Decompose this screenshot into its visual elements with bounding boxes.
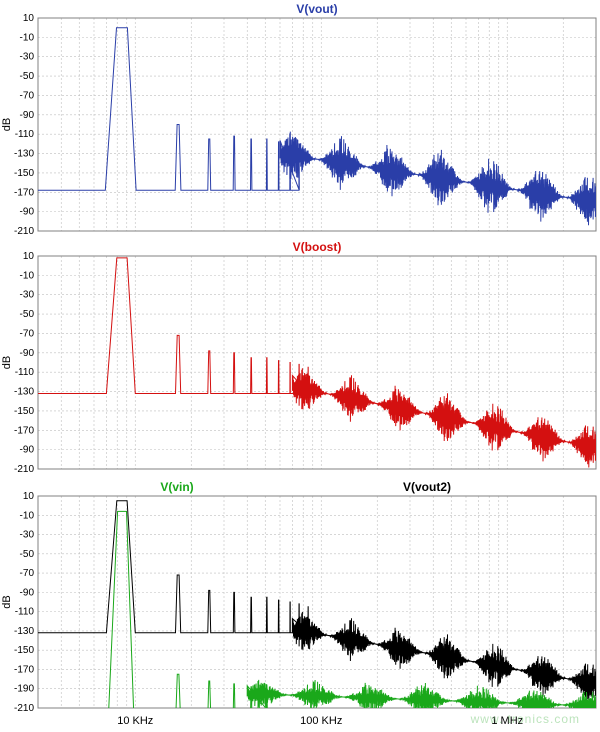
panel-vin: 10 -10 -30 -50 -70 -90 -110 -130 -150 -170 -190 -21… xyxy=(0,478,600,730)
y-tick-label: 10 xyxy=(23,251,35,262)
plot-vin: 10 -10 -30 -50 -70 -90 -110 -130 -150 -170 -190 -21… xyxy=(0,478,600,730)
y-tick-label: -30 xyxy=(20,530,35,541)
y-tick-label: -10 xyxy=(20,510,35,521)
y-tick-label: -50 xyxy=(20,549,35,560)
y-tick-label: -210 xyxy=(14,464,34,473)
y-tick-label: -210 xyxy=(14,703,34,714)
y-tick-label: -70 xyxy=(20,328,35,339)
y-tick-label: -30 xyxy=(20,290,35,301)
y-tick-label: -10 xyxy=(20,270,35,281)
series-vin xyxy=(38,511,596,720)
y-tick-label: -150 xyxy=(14,168,34,179)
y-tick-label: 10 xyxy=(23,491,35,502)
y-tick-label: -70 xyxy=(20,568,35,579)
y-tick-label: -150 xyxy=(14,645,34,656)
y-tick-label: -70 xyxy=(20,90,35,101)
panel-vboost: 10 -10 -30 -50 -70 -90 -110 -130 -150 -170 -90 -210… xyxy=(0,238,600,473)
y-tick-label: -90 xyxy=(20,587,35,598)
y-tick-label: -150 xyxy=(14,406,34,417)
watermark: www. tronics.com xyxy=(471,712,580,726)
panel-title-2: V(vout2) xyxy=(403,480,451,494)
y-tick-label: -90 xyxy=(20,207,35,218)
x-tick-label: 100 KHz xyxy=(300,715,342,727)
y-tick-label: -170 xyxy=(14,664,34,675)
y-tick-label: -190 xyxy=(14,684,34,695)
y-tick-label: -90 xyxy=(20,110,35,121)
panel-title: V(vout) xyxy=(296,2,337,16)
y-tick-label: -110 xyxy=(15,129,35,140)
grid xyxy=(38,496,596,708)
series-vout2 xyxy=(38,501,596,702)
y-tick-label: -110 xyxy=(15,367,35,378)
y-tick-label: -130 xyxy=(14,149,34,160)
y-tick-label: -210 xyxy=(14,226,34,235)
y-tick-label: -130 xyxy=(14,387,34,398)
y-tick-label: -90 xyxy=(20,445,35,456)
x-tick-label: 10 KHz xyxy=(117,715,153,727)
plot-vboost: 10 -10 -30 -50 -70 -90 -110 -130 -150 -170 -90 -210… xyxy=(0,238,600,473)
y-tick-label: -130 xyxy=(14,626,34,637)
y-tick-label: -170 xyxy=(14,425,34,436)
y-tick-label: -110 xyxy=(15,607,35,618)
y-tick-label: -90 xyxy=(20,348,35,359)
panel-title: V(boost) xyxy=(293,240,342,254)
y-axis-label: dB xyxy=(1,595,13,608)
y-tick-label: -170 xyxy=(14,187,34,198)
y-tick-label: -30 xyxy=(20,52,35,63)
y-axis-label: dB xyxy=(1,356,13,369)
y-axis-label: dB xyxy=(1,118,13,131)
y-tick-label: -10 xyxy=(20,32,35,43)
plot-vout: 10 -10 -30 -50 -70 -90 -110 -130 -150 -170 -90 -210… xyxy=(0,0,600,235)
grid xyxy=(38,18,596,231)
series-vout xyxy=(38,28,596,226)
panel-title: V(vin) xyxy=(160,480,193,494)
y-tick-label: 10 xyxy=(23,13,35,24)
y-tick-label: -50 xyxy=(20,309,35,320)
series-vboost xyxy=(38,258,596,468)
y-tick-label: -50 xyxy=(20,71,35,82)
grid xyxy=(38,256,596,469)
panel-vout: 10 -10 -30 -50 -70 -90 -110 -130 -150 -170 -90 -210… xyxy=(0,0,600,235)
figure-root: 10 -10 -30 -50 -70 -90 -110 -130 -150 -170 -90 -210… xyxy=(0,0,600,732)
